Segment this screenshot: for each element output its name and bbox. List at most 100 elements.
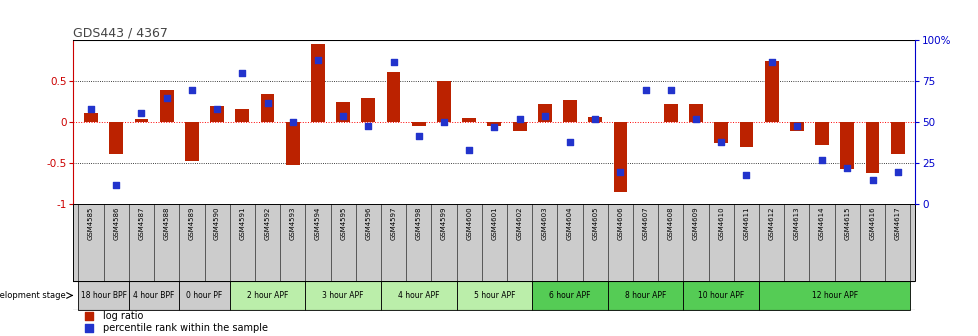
Bar — [210, 106, 224, 122]
Bar — [311, 44, 325, 122]
Bar — [386, 72, 400, 122]
Bar — [78, 281, 129, 309]
Text: GSM4591: GSM4591 — [239, 207, 245, 240]
Text: GSM4586: GSM4586 — [113, 207, 119, 240]
Text: GSM4592: GSM4592 — [264, 207, 270, 240]
Point — [587, 116, 602, 122]
Text: GDS443 / 4367: GDS443 / 4367 — [73, 26, 168, 39]
Text: 3 hour APF: 3 hour APF — [322, 291, 364, 300]
Point — [259, 100, 275, 106]
Text: GSM4596: GSM4596 — [365, 207, 371, 240]
Point — [788, 123, 804, 128]
Text: 0 hour PF: 0 hour PF — [186, 291, 222, 300]
Point — [713, 139, 729, 145]
Text: GSM4609: GSM4609 — [692, 207, 698, 240]
Bar — [865, 122, 878, 173]
Text: GSM4604: GSM4604 — [566, 207, 572, 240]
Point — [486, 125, 502, 130]
Text: GSM4613: GSM4613 — [793, 207, 799, 240]
Text: GSM4602: GSM4602 — [516, 207, 522, 240]
Point — [889, 169, 905, 174]
Bar — [84, 113, 98, 122]
Text: GSM4611: GSM4611 — [742, 207, 749, 240]
Bar — [764, 61, 778, 122]
Bar — [286, 122, 299, 165]
Point — [83, 107, 99, 112]
Text: percentile rank within the sample: percentile rank within the sample — [103, 324, 268, 334]
Bar — [462, 118, 475, 122]
Bar — [305, 281, 380, 309]
Point — [662, 87, 678, 92]
Text: GSM4600: GSM4600 — [466, 207, 471, 240]
Point — [235, 71, 250, 76]
Point — [637, 87, 652, 92]
Bar — [738, 122, 753, 147]
Bar — [537, 104, 552, 122]
Text: 6 hour APF: 6 hour APF — [549, 291, 590, 300]
Text: GSM4607: GSM4607 — [642, 207, 648, 240]
Point — [436, 120, 452, 125]
Text: 18 hour BPF: 18 hour BPF — [80, 291, 126, 300]
Bar — [436, 81, 451, 122]
Text: 4 hour BPF: 4 hour BPF — [133, 291, 175, 300]
Text: GSM4587: GSM4587 — [138, 207, 145, 240]
Bar — [588, 117, 601, 122]
Bar — [335, 102, 350, 122]
Bar — [758, 281, 910, 309]
Text: GSM4585: GSM4585 — [88, 207, 94, 240]
Text: GSM4616: GSM4616 — [868, 207, 874, 240]
Text: GSM4617: GSM4617 — [894, 207, 900, 240]
Bar — [683, 281, 758, 309]
Text: GSM4599: GSM4599 — [440, 207, 447, 240]
Bar — [412, 122, 425, 126]
Bar — [689, 104, 702, 122]
Bar — [562, 100, 576, 122]
Bar — [512, 122, 526, 131]
Point — [864, 177, 879, 182]
Text: GSM4595: GSM4595 — [339, 207, 346, 240]
Point — [158, 95, 174, 100]
Text: GSM4590: GSM4590 — [214, 207, 220, 240]
Text: GSM4589: GSM4589 — [189, 207, 195, 240]
Text: GSM4598: GSM4598 — [416, 207, 422, 240]
Bar — [235, 109, 249, 122]
Point — [814, 158, 829, 163]
Point — [134, 110, 150, 115]
Text: GSM4608: GSM4608 — [667, 207, 673, 240]
Bar — [134, 119, 149, 122]
Point — [385, 59, 401, 64]
Point — [360, 123, 376, 128]
Point — [511, 116, 527, 122]
Bar — [129, 281, 179, 309]
Text: GSM4597: GSM4597 — [390, 207, 396, 240]
Bar — [613, 122, 627, 192]
Text: development stage: development stage — [0, 291, 66, 300]
Bar — [487, 122, 501, 126]
Point — [109, 182, 124, 187]
Text: GSM4612: GSM4612 — [768, 207, 774, 240]
Point — [737, 172, 753, 178]
Text: GSM4603: GSM4603 — [541, 207, 548, 240]
Bar — [663, 104, 677, 122]
Text: 5 hour APF: 5 hour APF — [473, 291, 514, 300]
Text: log ratio: log ratio — [103, 311, 143, 321]
Bar — [380, 281, 456, 309]
Bar — [361, 98, 375, 122]
Text: GSM4605: GSM4605 — [592, 207, 598, 240]
Text: GSM4615: GSM4615 — [843, 207, 850, 240]
Bar — [789, 122, 803, 131]
Bar — [179, 281, 230, 309]
Point — [461, 148, 476, 153]
Bar — [185, 122, 199, 161]
Bar — [260, 94, 274, 122]
Point — [80, 313, 96, 319]
Text: GSM4614: GSM4614 — [819, 207, 824, 240]
Point — [310, 57, 326, 63]
Bar — [230, 281, 305, 309]
Text: 4 hour APF: 4 hour APF — [398, 291, 439, 300]
Point — [335, 113, 351, 119]
Bar — [110, 122, 123, 154]
Bar — [714, 122, 728, 143]
Bar — [159, 90, 173, 122]
Text: GSM4593: GSM4593 — [289, 207, 295, 240]
